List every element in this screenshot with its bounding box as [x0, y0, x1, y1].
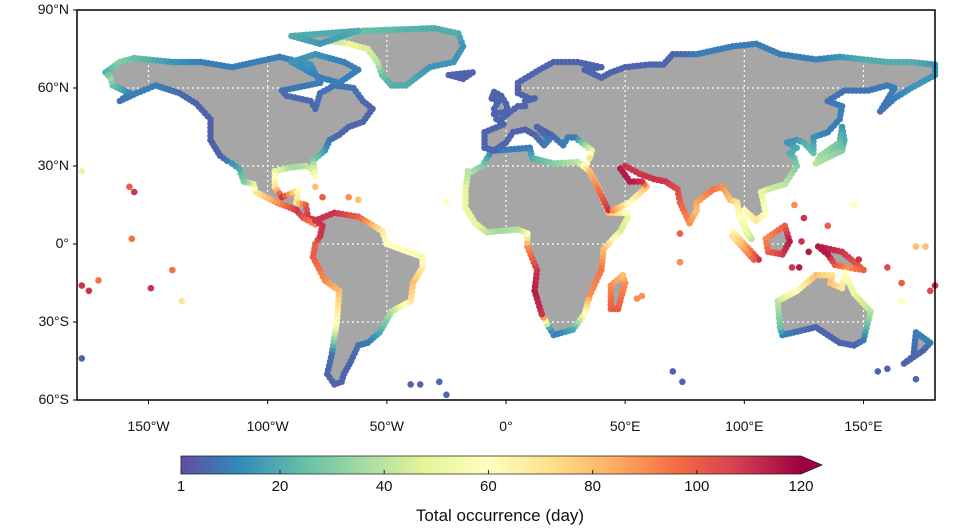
colorbar-gradient: [181, 456, 801, 474]
colorbar-tick-label: 1: [176, 478, 186, 495]
occurrence-point: [169, 266, 176, 274]
occurrence-point: [798, 238, 805, 245]
occurrence-point: [435, 378, 443, 386]
occurrence-point: [407, 381, 414, 388]
occurrence-point: [755, 256, 762, 263]
occurrence-point: [791, 201, 798, 209]
occurrence-point: [926, 287, 934, 295]
y-tick-label: 30°S: [38, 313, 69, 329]
occurrence-point: [178, 297, 186, 305]
occurrence-point: [805, 248, 812, 256]
occurrence-point: [607, 301, 615, 309]
occurrence-point: [912, 333, 919, 340]
occurrence-point: [795, 264, 803, 271]
occurrence-point: [922, 243, 929, 250]
occurrence-point: [449, 72, 456, 80]
occurrence-point: [669, 368, 677, 375]
y-tick-label: 60°S: [38, 391, 69, 407]
y-tick-label: 90°N: [37, 1, 69, 17]
x-tick-label: 50°W: [369, 418, 405, 434]
occurrence-point: [485, 127, 492, 134]
occurrence-point: [605, 206, 612, 214]
occurrence-point: [850, 201, 858, 209]
occurrence-point: [462, 195, 469, 202]
x-tick-label: 100°W: [246, 418, 289, 434]
occurrence-point: [78, 167, 86, 175]
occurrence-point: [291, 33, 299, 41]
land-africa: [465, 147, 628, 335]
x-tick-label: 50°E: [609, 418, 641, 434]
occurrence-point: [462, 204, 469, 211]
land-south-america: [312, 212, 423, 385]
y-tick-label: 30°N: [37, 157, 69, 173]
occurrence-point: [774, 302, 782, 309]
occurrence-point: [315, 219, 323, 227]
colorbar-extend-arrow: [801, 456, 822, 474]
occurrence-point: [147, 284, 155, 292]
colorbar-tick-label: 80: [584, 478, 601, 495]
x-tick-label: 150°E: [844, 418, 883, 434]
occurrence-point: [130, 188, 138, 196]
x-tick-label: 100°E: [725, 418, 764, 434]
occurrence-point: [443, 199, 450, 206]
occurrence-point: [638, 292, 646, 300]
occurrence-point: [85, 287, 93, 295]
occurrence-point: [464, 167, 472, 175]
occurrence-point: [128, 235, 136, 243]
occurrence-points: [78, 24, 939, 399]
occurrence-point: [586, 154, 593, 162]
occurrence-point: [855, 256, 863, 263]
occurrence-point: [624, 209, 631, 217]
colorbar-tick-label: 20: [271, 478, 289, 495]
y-tick-label: 60°N: [37, 79, 69, 95]
occurrence-point: [462, 199, 469, 207]
occurrence-point: [912, 375, 920, 383]
occurrence-point: [312, 183, 319, 191]
occurrence-point: [521, 97, 529, 105]
occurrence-point: [354, 196, 362, 204]
occurrence-point: [884, 264, 891, 271]
occurrence-point: [319, 193, 326, 201]
x-tick-label: 150°W: [127, 418, 170, 434]
occurrence-point: [788, 264, 796, 271]
land-eurasia: [484, 43, 935, 239]
occurrence-point: [729, 232, 736, 240]
colorbar-tick-label: 40: [375, 478, 393, 495]
occurrence-point: [824, 222, 832, 230]
land-greenland: [332, 28, 464, 86]
colorbar-tick-label: 120: [788, 478, 814, 495]
occurrence-point: [763, 239, 770, 247]
axis-ticks: [73, 9, 864, 404]
colorbar-tick-label: 100: [684, 478, 710, 495]
occurrence-point: [443, 391, 450, 399]
occurrence-point: [818, 245, 825, 253]
occurrence-point: [462, 190, 469, 198]
occurrence-point: [416, 381, 424, 388]
occurrence-point: [912, 243, 920, 250]
occurrence-point: [676, 258, 684, 266]
colorbar-tick-label: 60: [480, 478, 497, 495]
land-north-america: [105, 56, 373, 225]
occurrence-point: [78, 282, 86, 289]
y-tick-label: 0°: [55, 235, 69, 251]
occurrence-point: [679, 378, 686, 386]
occurrence-point: [884, 365, 891, 373]
occurrence-point: [126, 183, 133, 191]
occurrence-point: [104, 71, 112, 79]
occurrence-point: [490, 105, 498, 113]
occurrence-point: [345, 193, 353, 201]
occurrence-point: [95, 277, 102, 284]
occurrence-point: [874, 368, 882, 375]
occurrence-point: [676, 230, 684, 237]
occurrence-point: [800, 214, 808, 222]
occurrence-point: [898, 297, 905, 305]
occurrence-point: [308, 52, 316, 59]
colorbar: [180, 455, 824, 475]
colorbar-title: Total occurrence (day): [415, 506, 585, 525]
x-tick-label: 0°: [499, 418, 513, 434]
occurrence-point: [78, 355, 86, 362]
occurrence-point: [898, 279, 905, 287]
occurrence-point: [814, 156, 822, 163]
